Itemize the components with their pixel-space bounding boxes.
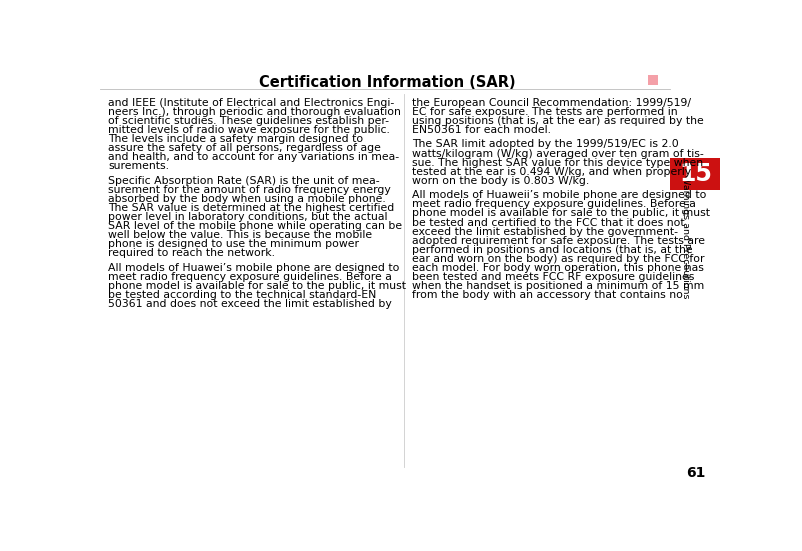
Text: phone is designed to use the minimum power: phone is designed to use the minimum pow… — [108, 239, 358, 250]
Text: All models of Huaweii’s mobile phone are designed to: All models of Huaweii’s mobile phone are… — [411, 190, 706, 200]
FancyBboxPatch shape — [646, 74, 657, 85]
Text: The SAR limit adopted by the 1999/519/EC is 2.0: The SAR limit adopted by the 1999/519/EC… — [411, 139, 678, 149]
Text: The SAR value is determined at the highest certified: The SAR value is determined at the highe… — [108, 203, 394, 213]
Text: when the handset is positioned a minimum of 15 mm: when the handset is positioned a minimum… — [411, 281, 703, 291]
Text: and health, and to account for any variations in mea-: and health, and to account for any varia… — [108, 152, 399, 162]
Text: be tested and certified to the FCC that it does not: be tested and certified to the FCC that … — [411, 218, 683, 228]
Text: tested at the ear is 0.494 W/kg, and when properly: tested at the ear is 0.494 W/kg, and whe… — [411, 167, 691, 177]
Text: Warnings and Precautions: Warnings and Precautions — [680, 175, 689, 298]
Text: The levels include a safety margin designed to: The levels include a safety margin desig… — [108, 134, 363, 144]
Text: the European Council Recommendation: 1999/519/: the European Council Recommendation: 199… — [411, 98, 690, 107]
Text: and IEEE (Institute of Electrical and Electronics Engi-: and IEEE (Institute of Electrical and El… — [108, 98, 394, 107]
Text: of scientific studies. These guidelines establish per-: of scientific studies. These guidelines … — [108, 116, 389, 126]
Text: phone model is available for sale to the public, it must: phone model is available for sale to the… — [411, 208, 709, 218]
Text: been tested and meets FCC RF exposure guidelines: been tested and meets FCC RF exposure gu… — [411, 272, 694, 282]
Text: meet radio frequency exposure guidelines. Before a: meet radio frequency exposure guidelines… — [108, 272, 391, 282]
Text: 15: 15 — [678, 162, 711, 186]
Text: surement for the amount of radio frequency energy: surement for the amount of radio frequen… — [108, 185, 391, 195]
Text: absorbed by the body when using a mobile phone.: absorbed by the body when using a mobile… — [108, 194, 386, 204]
Text: phone model is available for sale to the public, it must: phone model is available for sale to the… — [108, 281, 406, 291]
Text: adopted requirement for safe exposure. The tests are: adopted requirement for safe exposure. T… — [411, 236, 704, 246]
Text: worn on the body is 0.803 W/kg.: worn on the body is 0.803 W/kg. — [411, 176, 589, 186]
Text: SAR level of the mobile phone while operating can be: SAR level of the mobile phone while oper… — [108, 221, 402, 231]
Text: well below the value. This is because the mobile: well below the value. This is because th… — [108, 230, 372, 240]
Text: ear and worn on the body) as required by the FCC for: ear and worn on the body) as required by… — [411, 254, 703, 264]
Text: assure the safety of all persons, regardless of age: assure the safety of all persons, regard… — [108, 143, 380, 153]
Text: 61: 61 — [685, 467, 704, 480]
Text: Certification Information (SAR): Certification Information (SAR) — [258, 74, 515, 90]
Text: sue. The highest SAR value for this device type when: sue. The highest SAR value for this devi… — [411, 158, 703, 168]
Text: Specific Absorption Rate (SAR) is the unit of mea-: Specific Absorption Rate (SAR) is the un… — [108, 176, 379, 186]
Text: required to reach the network.: required to reach the network. — [108, 249, 275, 258]
Text: watts/kilogram (W/kg) averaged over ten gram of tis-: watts/kilogram (W/kg) averaged over ten … — [411, 149, 703, 159]
Text: each model. For body worn operation, this phone has: each model. For body worn operation, thi… — [411, 263, 703, 273]
Text: be tested according to the technical standard-EN: be tested according to the technical sta… — [108, 290, 376, 300]
Text: surements.: surements. — [108, 161, 169, 171]
Text: from the body with an accessory that contains no: from the body with an accessory that con… — [411, 290, 682, 300]
Text: using positions (that is, at the ear) as required by the: using positions (that is, at the ear) as… — [411, 116, 703, 126]
Text: 50361 and does not exceed the limit established by: 50361 and does not exceed the limit esta… — [108, 299, 391, 309]
Text: EN50361 for each model.: EN50361 for each model. — [411, 125, 550, 135]
Text: power level in laboratory conditions, but the actual: power level in laboratory conditions, bu… — [108, 212, 387, 222]
Text: All models of Huawei’s mobile phone are designed to: All models of Huawei’s mobile phone are … — [108, 263, 399, 273]
Text: performed in positions and locations (that is, at the: performed in positions and locations (th… — [411, 245, 691, 255]
FancyBboxPatch shape — [669, 158, 719, 190]
Text: exceed the limit established by the government-: exceed the limit established by the gove… — [411, 226, 677, 236]
Text: meet radio frequency exposure guidelines. Before a: meet radio frequency exposure guidelines… — [411, 199, 695, 209]
FancyBboxPatch shape — [669, 66, 722, 490]
Text: neers Inc.), through periodic and thorough evaluation: neers Inc.), through periodic and thorou… — [108, 107, 400, 117]
Text: mitted levels of radio wave exposure for the public.: mitted levels of radio wave exposure for… — [108, 125, 390, 135]
Text: EC for safe exposure. The tests are performed in: EC for safe exposure. The tests are perf… — [411, 107, 677, 117]
